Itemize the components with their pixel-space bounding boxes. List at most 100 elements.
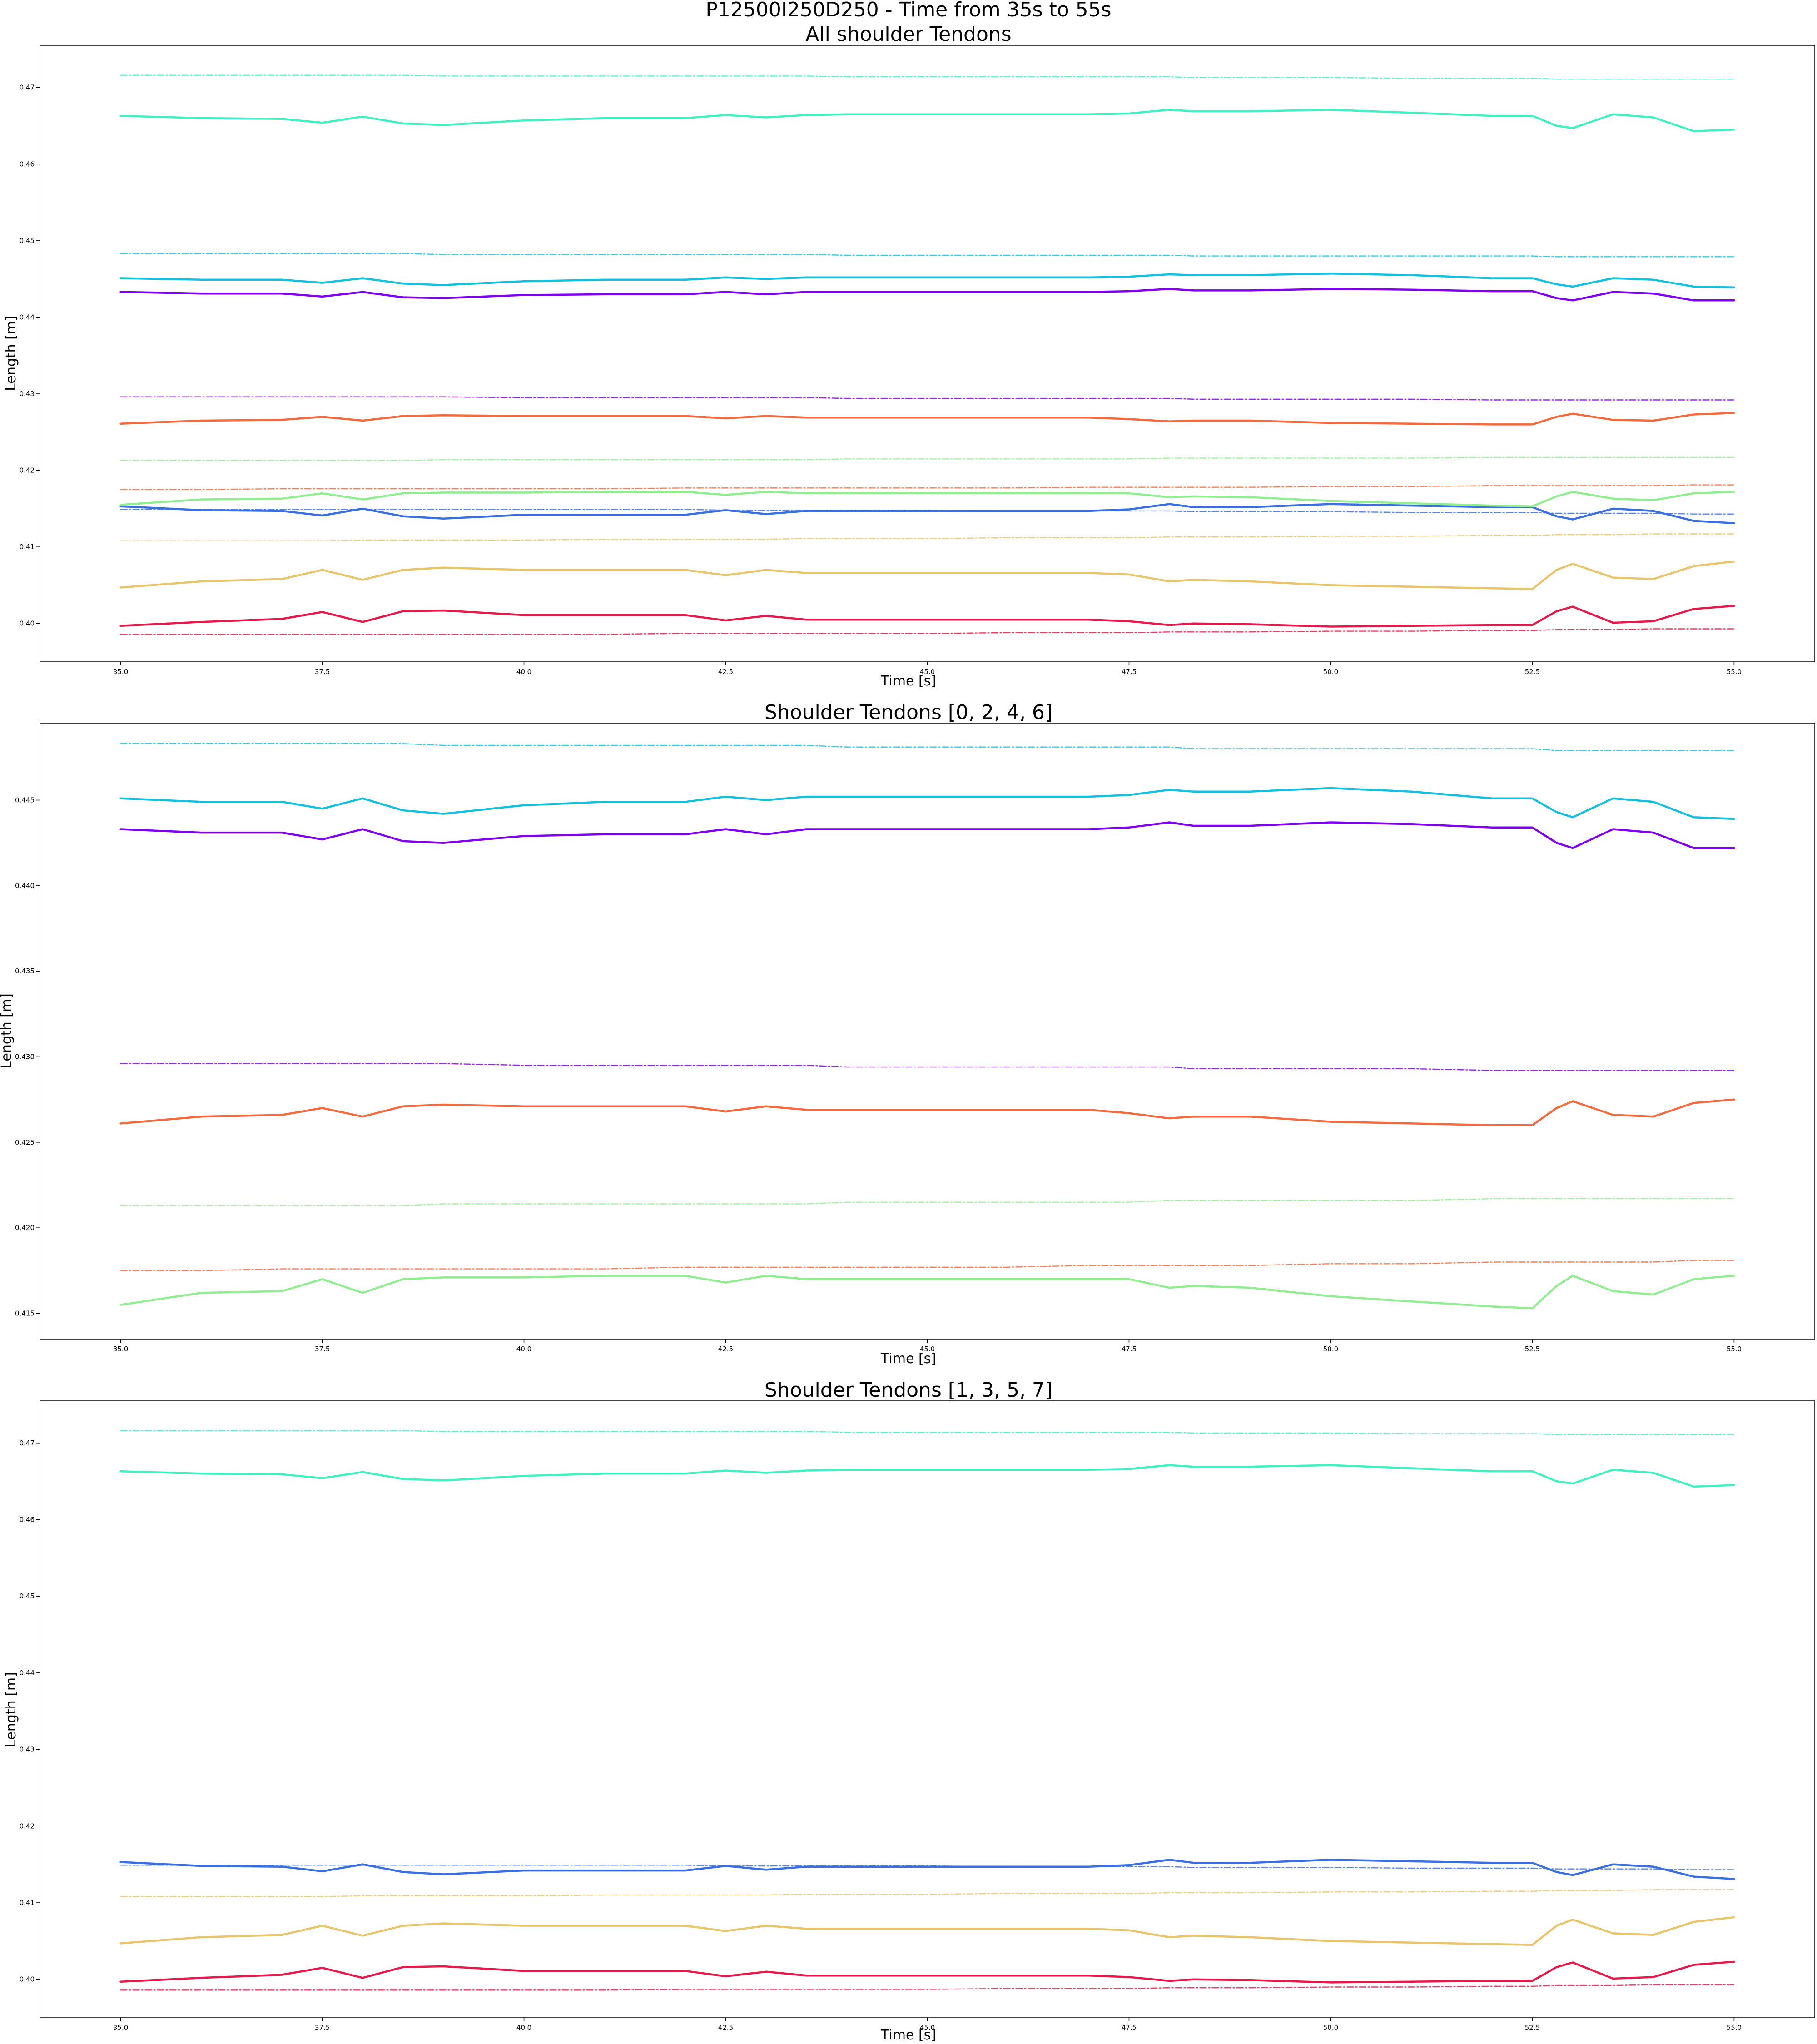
y-tick-label: 0.41 <box>20 543 35 551</box>
x-tick-label: 55.0 <box>1727 2024 1742 2032</box>
series-line-5-reference <box>120 1063 1735 1071</box>
y-tick-label: 0.45 <box>20 1592 35 1600</box>
series-line-15-reference <box>120 74 1735 80</box>
series-line-6-measured <box>119 787 1735 820</box>
series-line-6-measured <box>119 491 1735 508</box>
x-tick-label: 40.0 <box>516 1345 531 1353</box>
y-tick-label: 0.40 <box>20 620 35 628</box>
x-tick-label: 47.5 <box>1122 1345 1137 1353</box>
y-tick-label: 0.43 <box>20 390 35 398</box>
x-tick-label: 35.0 <box>113 668 128 676</box>
x-tick-label: 45.0 <box>920 1345 935 1353</box>
series-line-0-measured <box>119 1275 1735 1310</box>
series-line-4-measured <box>119 821 1735 849</box>
series-line-2-measured <box>119 560 1735 590</box>
series-line-1-reference <box>120 1984 1735 1991</box>
y-axis-label: Length [m] <box>3 1672 19 1747</box>
series-line-7-reference <box>120 456 1735 461</box>
x-tick-label: 45.0 <box>920 668 935 676</box>
series-line-3-reference <box>120 533 1735 541</box>
series-group <box>119 74 1735 635</box>
x-tick-label: 37.5 <box>315 1345 330 1353</box>
series-line-7-reference <box>120 743 1735 751</box>
x-tick-label: 40.0 <box>516 668 531 676</box>
series-line-8-measured <box>119 412 1735 426</box>
x-tick-label: 50.0 <box>1323 668 1338 676</box>
x-tick-label: 55.0 <box>1727 1345 1742 1353</box>
y-tick-label: 0.47 <box>20 1439 35 1447</box>
x-tick-label: 42.5 <box>718 2024 733 2032</box>
series-line-2-measured <box>119 1098 1735 1126</box>
x-tick-label: 45.0 <box>920 2024 935 2032</box>
series-line-14-measured <box>119 109 1735 133</box>
series-line-9-reference <box>120 484 1735 490</box>
plot-area <box>40 45 1815 662</box>
x-tick-label: 50.0 <box>1323 1345 1338 1353</box>
series-line-7-reference <box>120 1430 1735 1435</box>
figure-suptitle: P12500I250D250 - Time from 35s to 55s <box>705 0 1111 21</box>
y-tick-label: 0.44 <box>20 1669 35 1677</box>
y-tick-label: 0.40 <box>20 1975 35 1984</box>
y-tick-label: 0.42 <box>20 1822 35 1830</box>
y-axis-label: Length [m] <box>3 316 19 391</box>
x-tick-label: 52.5 <box>1525 668 1540 676</box>
x-tick-label: 47.5 <box>1122 2024 1137 2032</box>
subplot-tendons-1-3-5-7: Shoulder Tendons [1, 3, 5, 7] Time [s] L… <box>3 1379 1815 2043</box>
y-tick-label: 0.44 <box>20 313 35 321</box>
series-line-10-measured <box>119 288 1735 302</box>
series-line-3-reference <box>120 1889 1735 1897</box>
series-line-0-measured <box>119 1960 1735 1984</box>
x-tick-label: 52.5 <box>1525 1345 1540 1353</box>
x-axis-label: Time [s] <box>880 2027 936 2043</box>
x-tick-label: 42.5 <box>718 1345 733 1353</box>
plot-area <box>40 1401 1815 2018</box>
y-tick-label: 0.435 <box>15 967 35 975</box>
series-line-1-reference <box>120 1198 1735 1206</box>
y-tick-label: 0.415 <box>15 1310 35 1318</box>
series-line-6-measured <box>119 1464 1735 1488</box>
series-line-1-reference <box>120 628 1735 635</box>
series-line-5-reference <box>120 1865 1735 1870</box>
plot-area <box>40 723 1815 1339</box>
x-tick-label: 52.5 <box>1525 2024 1540 2032</box>
y-tick-label: 0.41 <box>20 1899 35 1907</box>
subplot-title: Shoulder Tendons [0, 2, 4, 6] <box>765 701 1052 724</box>
y-tick-label: 0.43 <box>20 1746 35 1754</box>
y-tick-label: 0.42 <box>20 466 35 475</box>
series-group <box>119 743 1735 1310</box>
subplot-all-tendons: All shoulder Tendons Time [s] Length [m]… <box>3 23 1815 689</box>
y-axis-label: Length [m] <box>0 993 15 1069</box>
x-tick-label: 55.0 <box>1727 668 1742 676</box>
subplot-title: All shoulder Tendons <box>805 23 1011 46</box>
x-tick-label: 47.5 <box>1122 668 1137 676</box>
series-line-5-reference <box>120 509 1735 515</box>
x-tick-label: 42.5 <box>718 668 733 676</box>
x-tick-label: 37.5 <box>315 2024 330 2032</box>
series-line-11-reference <box>120 396 1735 401</box>
y-tick-label: 0.420 <box>15 1224 35 1232</box>
subplot-tendons-0-2-4-6: Shoulder Tendons [0, 2, 4, 6] Time [s] L… <box>0 701 1815 1367</box>
subplot-title: Shoulder Tendons [1, 3, 5, 7] <box>765 1379 1052 1402</box>
series-line-13-reference <box>120 253 1735 258</box>
series-group <box>119 1430 1735 1991</box>
series-line-3-reference <box>120 1260 1735 1271</box>
y-tick-label: 0.47 <box>20 84 35 92</box>
x-tick-label: 40.0 <box>516 2024 531 2032</box>
x-tick-label: 50.0 <box>1323 2024 1338 2032</box>
y-tick-label: 0.445 <box>15 796 35 804</box>
y-tick-label: 0.430 <box>15 1053 35 1061</box>
x-axis-label: Time [s] <box>880 673 936 689</box>
series-line-2-measured <box>119 1916 1735 1946</box>
x-axis-label: Time [s] <box>880 1351 936 1367</box>
x-tick-label: 35.0 <box>113 1345 128 1353</box>
y-tick-label: 0.440 <box>15 882 35 890</box>
y-tick-label: 0.45 <box>20 237 35 245</box>
y-tick-label: 0.46 <box>20 1515 35 1523</box>
series-line-0-measured <box>119 605 1735 628</box>
y-tick-label: 0.46 <box>20 160 35 168</box>
x-tick-label: 37.5 <box>315 668 330 676</box>
y-tick-label: 0.425 <box>15 1138 35 1146</box>
series-line-12-measured <box>119 273 1735 288</box>
x-tick-label: 35.0 <box>113 2024 128 2032</box>
